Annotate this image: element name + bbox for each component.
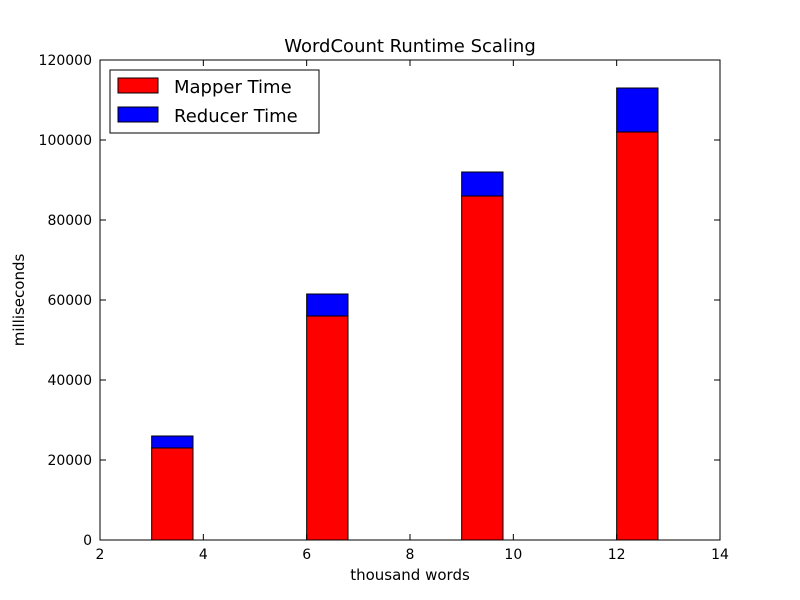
y-tick-label: 20000 xyxy=(47,453,92,469)
bar-mapper-3 xyxy=(151,447,194,541)
x-tick-label: 2 xyxy=(96,547,105,563)
legend-label-reducer: Reducer Time xyxy=(174,106,298,127)
y-tick-label: 100000 xyxy=(39,133,92,149)
y-tick-label: 60000 xyxy=(47,293,92,309)
bar-mapper-6 xyxy=(306,315,349,541)
x-tick-label: 10 xyxy=(504,547,522,563)
legend-label-mapper: Mapper Time xyxy=(174,77,292,98)
ticks-layer: 2 4 6 8 10 12 14 0 20000 40000 60000 80000 100000 120… xyxy=(39,53,729,563)
bars-layer xyxy=(151,87,659,541)
legend-swatch-reducer xyxy=(117,106,159,123)
x-tick-label: 6 xyxy=(302,547,311,563)
y-tick-label: 0 xyxy=(83,533,92,549)
x-tick-label: 8 xyxy=(406,547,415,563)
bar-reducer-6 xyxy=(306,293,349,317)
bar-reducer-9 xyxy=(461,171,504,197)
y-tick-label: 40000 xyxy=(47,373,92,389)
legend-swatch-mapper xyxy=(117,77,159,94)
x-tick-label: 12 xyxy=(608,547,626,563)
y-axis-title: milliseconds xyxy=(10,254,28,347)
legend: Mapper Time Reducer Time xyxy=(109,69,320,134)
y-tick-label: 80000 xyxy=(47,213,92,229)
y-tick-label: 120000 xyxy=(39,53,92,69)
x-tick-label: 14 xyxy=(711,547,729,563)
bar-mapper-12 xyxy=(616,131,659,541)
x-tick-label: 4 xyxy=(199,547,208,563)
bar-reducer-3 xyxy=(151,435,194,449)
bar-mapper-9 xyxy=(461,195,504,541)
chart-title: WordCount Runtime Scaling xyxy=(284,36,536,57)
bar-reducer-12 xyxy=(616,87,659,133)
x-axis-title: thousand words xyxy=(350,566,470,584)
